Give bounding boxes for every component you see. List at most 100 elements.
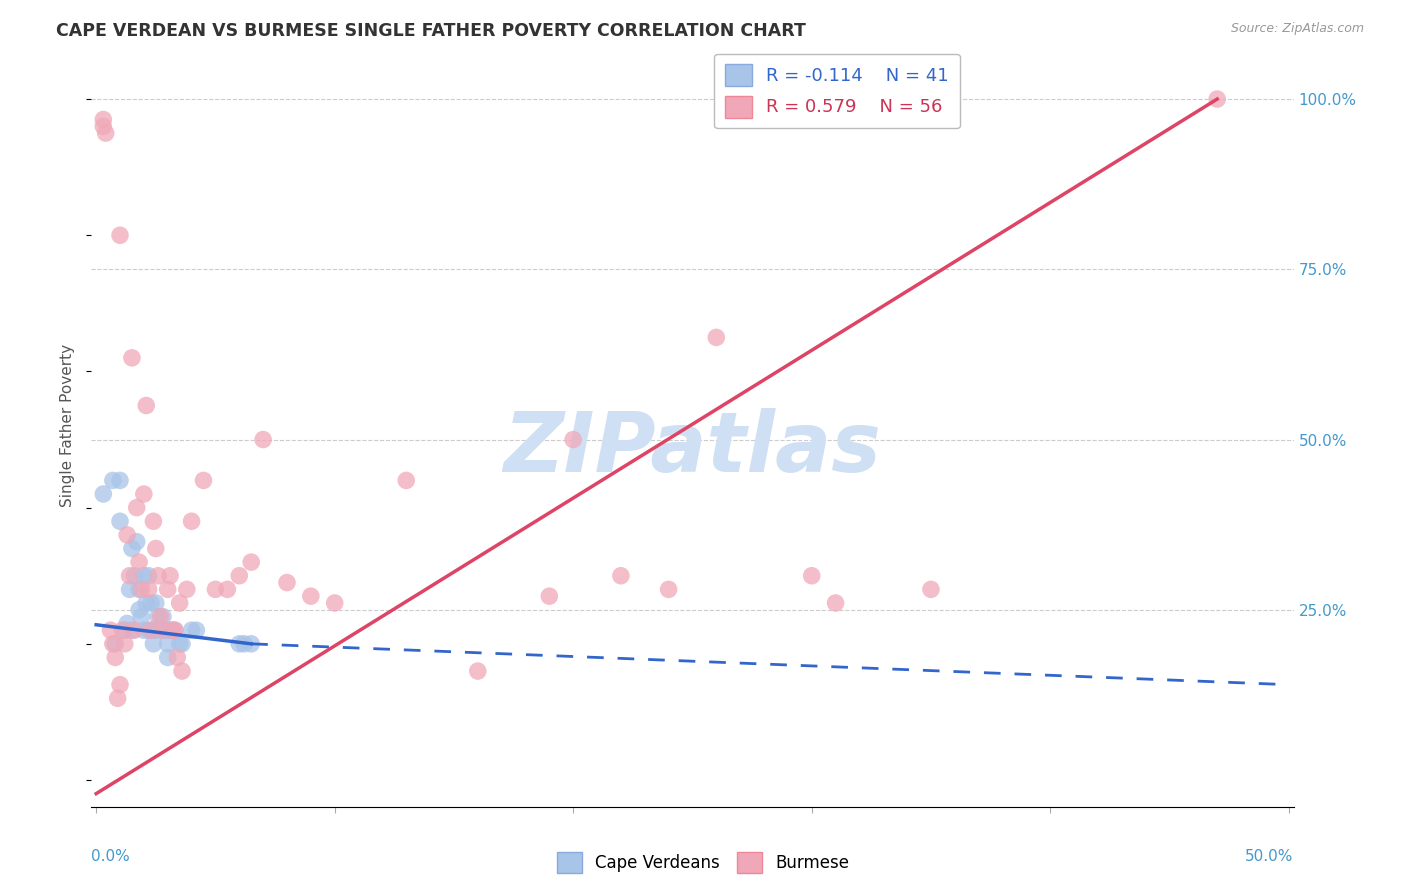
Point [149,609,172,624]
Point [132,624,155,638]
Point [170,637,193,651]
Text: 0.0%: 0.0% [91,849,131,864]
Point [125,534,148,549]
Text: Source: ZipAtlas.com: Source: ZipAtlas.com [1230,22,1364,36]
Point [276,575,298,590]
Point [121,351,143,365]
Point [252,433,274,447]
Point [132,487,155,501]
Point [132,568,155,582]
Point [186,624,208,638]
Point [233,637,256,651]
Point [193,474,215,488]
Point [108,514,131,528]
Point [124,568,146,582]
Point [100,624,122,638]
Point [149,624,172,638]
Point [124,624,146,638]
Point [163,624,186,638]
Point [118,568,141,582]
Point [176,582,198,597]
Point [170,664,193,678]
Point [142,514,165,528]
Text: ZIPatlas: ZIPatlas [503,409,882,490]
Point [128,555,150,569]
Point [704,330,727,344]
Point [169,637,191,651]
Point [467,664,489,678]
Point [920,582,942,597]
Point [155,624,177,638]
Point [114,624,136,638]
Point [107,691,129,706]
Point [145,541,167,556]
Point [299,589,322,603]
Legend: R = -0.114    N = 41, R = 0.579    N = 56: R = -0.114 N = 41, R = 0.579 N = 56 [714,54,960,128]
Y-axis label: Single Father Poverty: Single Father Poverty [60,344,76,508]
Point [658,582,681,597]
Point [135,596,157,610]
Point [610,568,633,582]
Point [152,609,174,624]
Point [800,568,823,582]
Point [108,228,131,243]
Point [162,624,184,638]
Point [240,637,263,651]
Point [139,624,162,638]
Point [145,624,167,638]
Point [156,637,179,651]
Point [323,596,346,610]
Point [146,568,169,582]
Point [125,500,148,515]
Point [159,624,181,638]
Point [104,637,127,651]
Point [138,568,160,582]
Point [204,582,226,597]
Point [108,678,131,692]
Point [146,609,169,624]
Point [180,624,202,638]
Point [240,555,263,569]
Point [538,589,561,603]
Point [163,624,186,638]
Point [228,637,250,651]
Point [115,616,138,631]
Point [139,596,162,610]
Point [104,650,127,665]
Point [131,582,153,597]
Point [114,637,136,651]
Point [169,596,191,610]
Point [156,582,179,597]
Point [118,582,141,597]
Point [395,474,418,488]
Text: 50.0%: 50.0% [1246,849,1294,864]
Text: CAPE VERDEAN VS BURMESE SINGLE FATHER POVERTY CORRELATION CHART: CAPE VERDEAN VS BURMESE SINGLE FATHER PO… [56,22,806,40]
Point [217,582,239,597]
Point [128,582,150,597]
Point [91,120,114,134]
Legend: Cape Verdeans, Burmese: Cape Verdeans, Burmese [550,846,856,880]
Point [562,433,585,447]
Point [101,637,124,651]
Point [91,112,114,127]
Point [145,596,167,610]
Point [135,399,157,413]
Point [138,624,160,638]
Point [121,624,143,638]
Point [142,637,165,651]
Point [156,650,179,665]
Point [142,624,165,638]
Point [121,541,143,556]
Point [152,624,174,638]
Point [131,609,153,624]
Point [138,582,160,597]
Point [162,624,184,638]
Point [94,126,117,140]
Point [1206,92,1229,106]
Point [111,624,134,638]
Point [159,568,181,582]
Point [91,487,114,501]
Point [166,650,188,665]
Point [180,514,202,528]
Point [824,596,846,610]
